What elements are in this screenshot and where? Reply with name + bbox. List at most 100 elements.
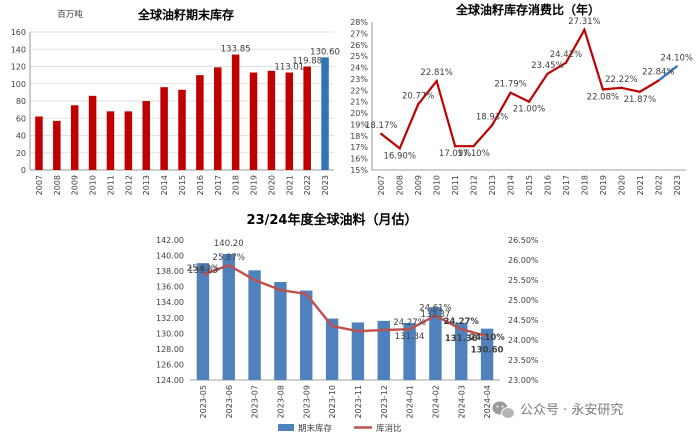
chart1-bar bbox=[53, 120, 61, 170]
chart2-xtick: 2011 bbox=[451, 175, 460, 195]
chart1-bar bbox=[88, 95, 97, 170]
chart1-xtick: 2020 bbox=[267, 175, 276, 195]
chart2-data-label: 23.45% bbox=[531, 61, 563, 71]
chart2-data-label: 18.17% bbox=[365, 121, 397, 131]
chart1-xtick: 2009 bbox=[71, 175, 80, 195]
chart1-xtick: 2017 bbox=[214, 175, 223, 195]
chart2-xtick: 2007 bbox=[377, 175, 386, 195]
wechat-icon bbox=[492, 401, 515, 419]
chart2-ytick: 18% bbox=[350, 132, 368, 141]
chart2-ytick: 26% bbox=[350, 41, 368, 50]
chart3-ytick-left: 132.00 bbox=[156, 314, 184, 323]
chart3-ytick-right: 26.50% bbox=[508, 236, 539, 245]
chart2-ytick: 15% bbox=[350, 166, 368, 175]
chart1-data-label: 130.60 bbox=[310, 47, 340, 57]
chart3-line-label: 24.27% bbox=[444, 317, 480, 327]
chart3-xtick: 2024-04 bbox=[483, 385, 492, 418]
chart3-ytick-left: 134.00 bbox=[156, 298, 184, 307]
chart1-ytick: 40 bbox=[16, 132, 26, 141]
chart2-data-label: 21.87% bbox=[624, 95, 656, 105]
chart3-xtick: 2023-10 bbox=[328, 385, 337, 418]
chart3-legend-swatch-bar bbox=[278, 424, 294, 431]
chart2-point bbox=[472, 144, 475, 148]
chart3-xtick: 2023-07 bbox=[251, 385, 260, 418]
chart2-data-label: 17.09% bbox=[439, 149, 471, 159]
chart2-xtick: 2009 bbox=[414, 175, 423, 195]
chart3-bar bbox=[248, 270, 261, 380]
chart1-xtick: 2011 bbox=[106, 175, 115, 195]
chart3-series-line bbox=[202, 263, 488, 338]
chart1-bar bbox=[267, 70, 276, 170]
chart3-xtick: 2023-12 bbox=[380, 385, 389, 418]
chart2-data-label: 16.90% bbox=[383, 151, 415, 161]
chart3-xtick: 2024-01 bbox=[406, 385, 415, 418]
chart3-ytick-left: 136.00 bbox=[156, 283, 184, 292]
chart1-ytick: 20 bbox=[16, 149, 26, 158]
chart1-bar bbox=[214, 67, 222, 170]
chart1-ytick: 160 bbox=[11, 28, 26, 37]
chart2-ytick: 22% bbox=[350, 86, 368, 95]
chart1-bar bbox=[285, 72, 294, 170]
chart2-point bbox=[675, 65, 678, 68]
chart2-xtick: 2022 bbox=[654, 175, 663, 195]
chart1-xtick: 2008 bbox=[53, 175, 62, 195]
chart3-bar bbox=[325, 318, 339, 380]
chart3-bar-label: 139.03 bbox=[188, 266, 218, 276]
chart2-data-label: 22.84% bbox=[642, 68, 674, 78]
chart3-bar-label: 130.60 bbox=[471, 346, 504, 356]
chart2-point bbox=[453, 145, 457, 148]
chart3-legend-label-line: 库消比 bbox=[376, 423, 402, 434]
chart2-xtick: 2015 bbox=[525, 175, 534, 195]
chart3-line-label: 24.10% bbox=[469, 333, 505, 343]
chart3-ytick-left: 140.00 bbox=[156, 252, 184, 261]
chart3-bar bbox=[196, 263, 210, 380]
chart1-bar bbox=[35, 116, 43, 170]
chart1-xtick: 2012 bbox=[124, 175, 133, 195]
chart3-title: 23/24年度全球油料（月估） bbox=[247, 212, 418, 228]
chart2-xtick: 2010 bbox=[433, 175, 442, 195]
chart3-xtick: 2023-11 bbox=[354, 385, 363, 418]
chart1-title: 全球油籽期末库存 bbox=[137, 7, 234, 22]
chart2-point bbox=[490, 124, 494, 127]
chart2-xtick: 2018 bbox=[580, 175, 589, 195]
chart1-ytick: 0 bbox=[21, 166, 26, 175]
chart1-xtick: 2013 bbox=[142, 175, 151, 195]
chart1-unit-label: 百万吨 bbox=[57, 9, 83, 20]
chart3-bar bbox=[480, 328, 494, 380]
chart3-bar bbox=[351, 322, 365, 380]
chart1-xtick: 2016 bbox=[196, 175, 205, 195]
chart3-ytick-right: 23.50% bbox=[508, 356, 539, 365]
chart2-ytick: 21% bbox=[350, 98, 368, 107]
chart3-xtick: 2023-06 bbox=[225, 385, 234, 418]
chart3-bar bbox=[429, 307, 442, 380]
chart2-point bbox=[620, 86, 623, 90]
chart1-xtick: 2014 bbox=[160, 175, 169, 195]
chart3-bar bbox=[274, 282, 287, 380]
chart2-point bbox=[583, 28, 586, 32]
chart2-ytick: 23% bbox=[350, 75, 368, 84]
chart1-xtick: 2019 bbox=[250, 175, 259, 195]
chart1-xtick: 2021 bbox=[285, 175, 294, 195]
chart1-data-label: 133.85 bbox=[221, 45, 251, 55]
chart3-line-label: 25.87% bbox=[213, 253, 245, 263]
chart2-xtick: 2008 bbox=[396, 175, 405, 195]
chart2-point bbox=[638, 90, 642, 93]
chart2-group: 全球油籽库存消费比（年） 15% 16% 17% 18% 19% 20% 21% 22% 23%… bbox=[350, 2, 693, 195]
chart1-bar bbox=[142, 101, 150, 170]
chart3-bar-label: 131.34 bbox=[395, 332, 425, 342]
chart1-bar bbox=[124, 111, 133, 170]
chart2-data-label: 22.81% bbox=[420, 68, 452, 78]
chart2-series-line-latest bbox=[657, 65, 678, 82]
chart3-line-label: 24.27% bbox=[393, 318, 425, 328]
chart2-data-label: 24.42% bbox=[550, 50, 582, 60]
chart2-xtick: 2021 bbox=[636, 175, 645, 195]
chart2-xtick: 2013 bbox=[488, 175, 497, 195]
chart1-ytick: 100 bbox=[11, 80, 26, 89]
chart3-xtick: 2023-05 bbox=[199, 385, 208, 418]
chart2-xtick: 2014 bbox=[507, 175, 516, 195]
chart2-data-label: 27.31% bbox=[568, 17, 600, 27]
chart1-data-label: 119.88 bbox=[292, 57, 322, 67]
chart1-ytick: 120 bbox=[11, 63, 26, 72]
watermark-text: 公众号 · 永安研究 bbox=[520, 403, 623, 418]
